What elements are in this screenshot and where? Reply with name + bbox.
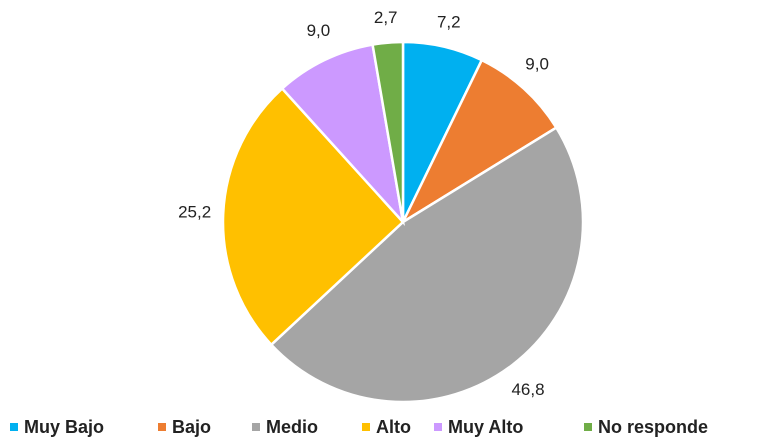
- legend-marker: [158, 423, 166, 431]
- data-label: 7,2: [437, 13, 461, 32]
- legend-label: Muy Bajo: [24, 417, 104, 437]
- legend-marker: [362, 423, 370, 431]
- legend-marker: [584, 423, 592, 431]
- data-label: 2,7: [374, 8, 398, 27]
- data-label: 25,2: [178, 202, 211, 221]
- legend-label: Muy Alto: [448, 417, 523, 437]
- pie-slice: [269, 125, 585, 404]
- pie-slice: [280, 43, 405, 227]
- pie-slice: [221, 86, 405, 347]
- legend-label: Alto: [376, 417, 411, 437]
- legend-label: No responde: [598, 417, 708, 437]
- pie-slice: [371, 40, 405, 223]
- data-label: 46,8: [511, 380, 544, 399]
- pie-slice: [399, 58, 558, 226]
- legend-marker: [252, 423, 260, 431]
- legend-marker: [434, 423, 442, 431]
- legend-label: Bajo: [172, 417, 211, 437]
- legend-marker: [10, 423, 18, 431]
- data-label: 9,0: [307, 21, 331, 40]
- legend-label: Medio: [266, 417, 318, 437]
- data-label: 9,0: [525, 54, 549, 73]
